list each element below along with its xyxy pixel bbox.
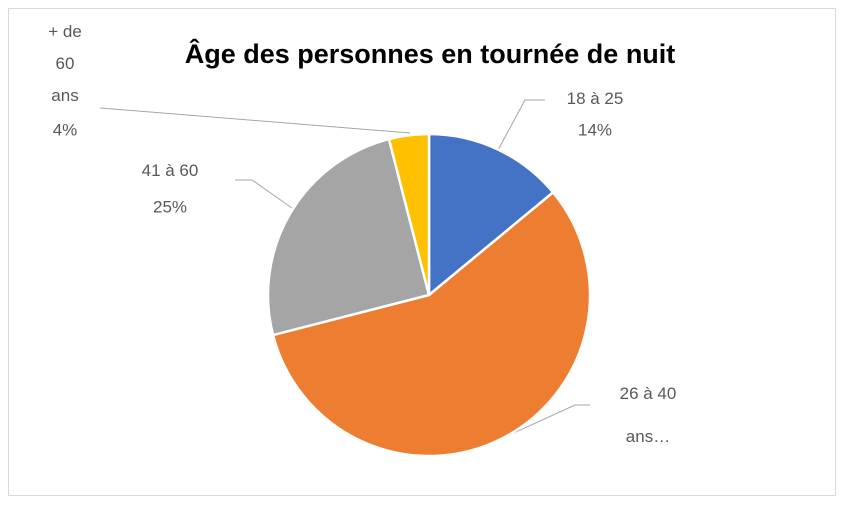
slice-label: + de 60 ans <box>48 22 82 105</box>
leader-line <box>496 99 545 153</box>
slice-label: 41 à 60 <box>142 161 199 180</box>
pie-slice <box>266 137 431 337</box>
leader-line <box>235 179 293 209</box>
chart-title: Âge des personnes en tournée de nuit <box>185 38 676 69</box>
leader-line <box>99 107 411 134</box>
slice-value-label: 4% <box>53 120 78 139</box>
slice-label: 26 à 40 ans… <box>620 384 677 446</box>
pie-slice <box>387 132 431 296</box>
pie-slice <box>271 190 592 458</box>
slice-label: 18 à 25 <box>567 89 624 108</box>
leader-line <box>504 404 590 438</box>
slice-value-label: 14% <box>578 120 612 139</box>
pie-slice <box>427 132 555 298</box>
slice-value-label: 25% <box>153 197 187 216</box>
